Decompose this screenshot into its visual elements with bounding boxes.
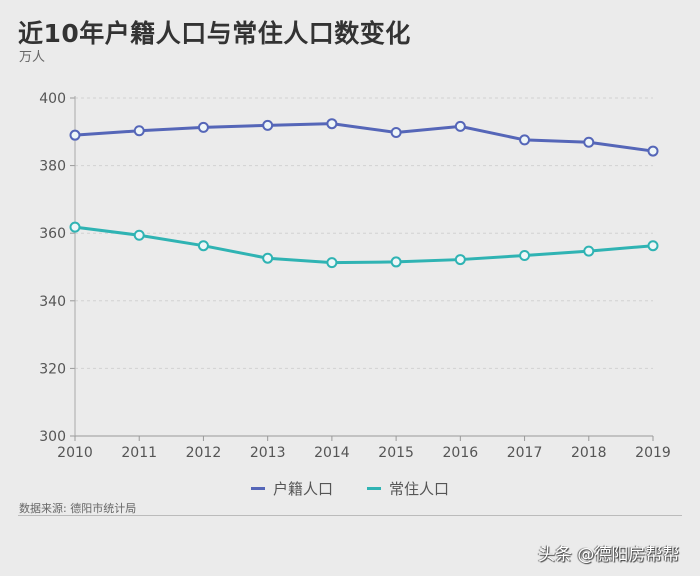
y-axis-unit: 万人 <box>19 50 46 65</box>
x-tick-label: 2011 <box>121 445 157 461</box>
legend: 户籍人口 常住人口 <box>0 478 700 499</box>
data-point <box>519 134 531 146</box>
data-point <box>326 257 338 269</box>
data-point <box>454 120 466 132</box>
data-point <box>69 221 81 233</box>
series-line-1 <box>74 225 654 265</box>
data-point <box>583 136 595 148</box>
legend-label: 户籍人口 <box>272 480 333 498</box>
y-tick-label: 320 <box>39 361 66 377</box>
x-tick-label: 2013 <box>250 445 286 461</box>
x-tick-label: 2010 <box>57 445 93 461</box>
data-point <box>133 125 145 137</box>
legend-item-huji[interactable]: 户籍人口 <box>250 478 333 499</box>
data-point <box>197 240 209 252</box>
data-point <box>519 250 531 262</box>
data-point <box>390 126 402 138</box>
data-point <box>583 245 595 257</box>
x-tick-label: 2019 <box>635 445 671 461</box>
x-tick-label: 2016 <box>443 445 479 461</box>
x-tick-label: 2014 <box>314 445 350 461</box>
data-point <box>197 121 209 133</box>
line-chart: 300 320 340 360 380 400 2010 2011 2012 2013 2014 20… <box>39 91 671 461</box>
data-point <box>647 240 659 252</box>
data-point <box>262 252 274 264</box>
legend-swatch <box>250 487 265 490</box>
data-point <box>133 229 145 241</box>
watermark: 头条 @德阳房帮帮 <box>538 545 680 565</box>
series-line-0 <box>74 122 654 153</box>
y-tick-label: 400 <box>39 91 66 107</box>
x-tick-label: 2012 <box>186 445 222 461</box>
data-source: 数据来源: 德阳市统计局 <box>19 502 137 515</box>
x-tick-label: 2015 <box>378 445 414 461</box>
legend-item-changzhu[interactable]: 常住人口 <box>367 478 449 499</box>
y-tick-label: 340 <box>39 294 66 310</box>
y-tick-label: 380 <box>39 159 66 175</box>
chart-title: 近10年户籍人口与常住人口数变化 <box>18 19 411 48</box>
data-point <box>390 256 402 268</box>
legend-label: 常住人口 <box>389 480 450 498</box>
data-point <box>454 254 466 266</box>
x-tick-label: 2017 <box>507 445 543 461</box>
data-point <box>647 145 659 157</box>
data-point <box>326 118 338 130</box>
legend-swatch <box>367 487 381 490</box>
divider <box>18 515 682 516</box>
data-point <box>69 129 81 141</box>
y-tick-label: 300 <box>39 429 66 445</box>
data-point <box>262 119 274 131</box>
y-tick-label: 360 <box>39 226 66 242</box>
x-tick-label: 2018 <box>571 445 607 461</box>
